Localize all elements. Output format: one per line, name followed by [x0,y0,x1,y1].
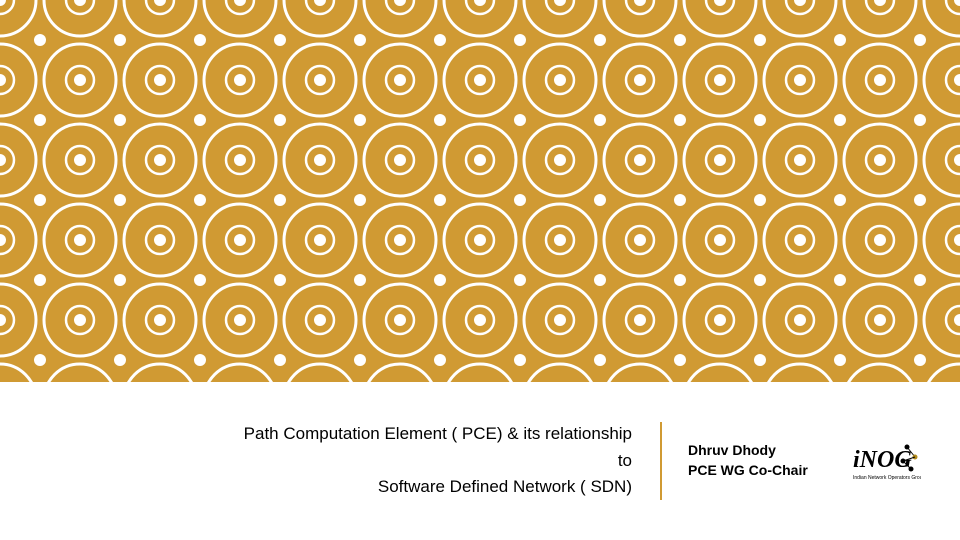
svg-text:Indian Network Operators Group: Indian Network Operators Group [853,475,921,481]
geometric-pattern [0,0,960,382]
innog-logo-icon: iNOGIndian Network Operators Group [851,437,921,485]
title-line-2: to [618,448,632,474]
author-role: PCE WG Co-Chair [688,461,847,481]
footer: Path Computation Element ( PCE) & its re… [0,382,960,540]
title-line-1: Path Computation Element ( PCE) & its re… [244,421,632,447]
slide: Path Computation Element ( PCE) & its re… [0,0,960,540]
logo-block: iNOGIndian Network Operators Group [847,437,960,485]
author-name: Dhruv Dhody [688,441,847,461]
slide-title: Path Computation Element ( PCE) & its re… [0,421,660,500]
pattern-band [0,0,960,382]
author-block: Dhruv Dhody PCE WG Co-Chair [662,441,847,480]
title-line-3: Software Defined Network ( SDN) [378,474,632,500]
